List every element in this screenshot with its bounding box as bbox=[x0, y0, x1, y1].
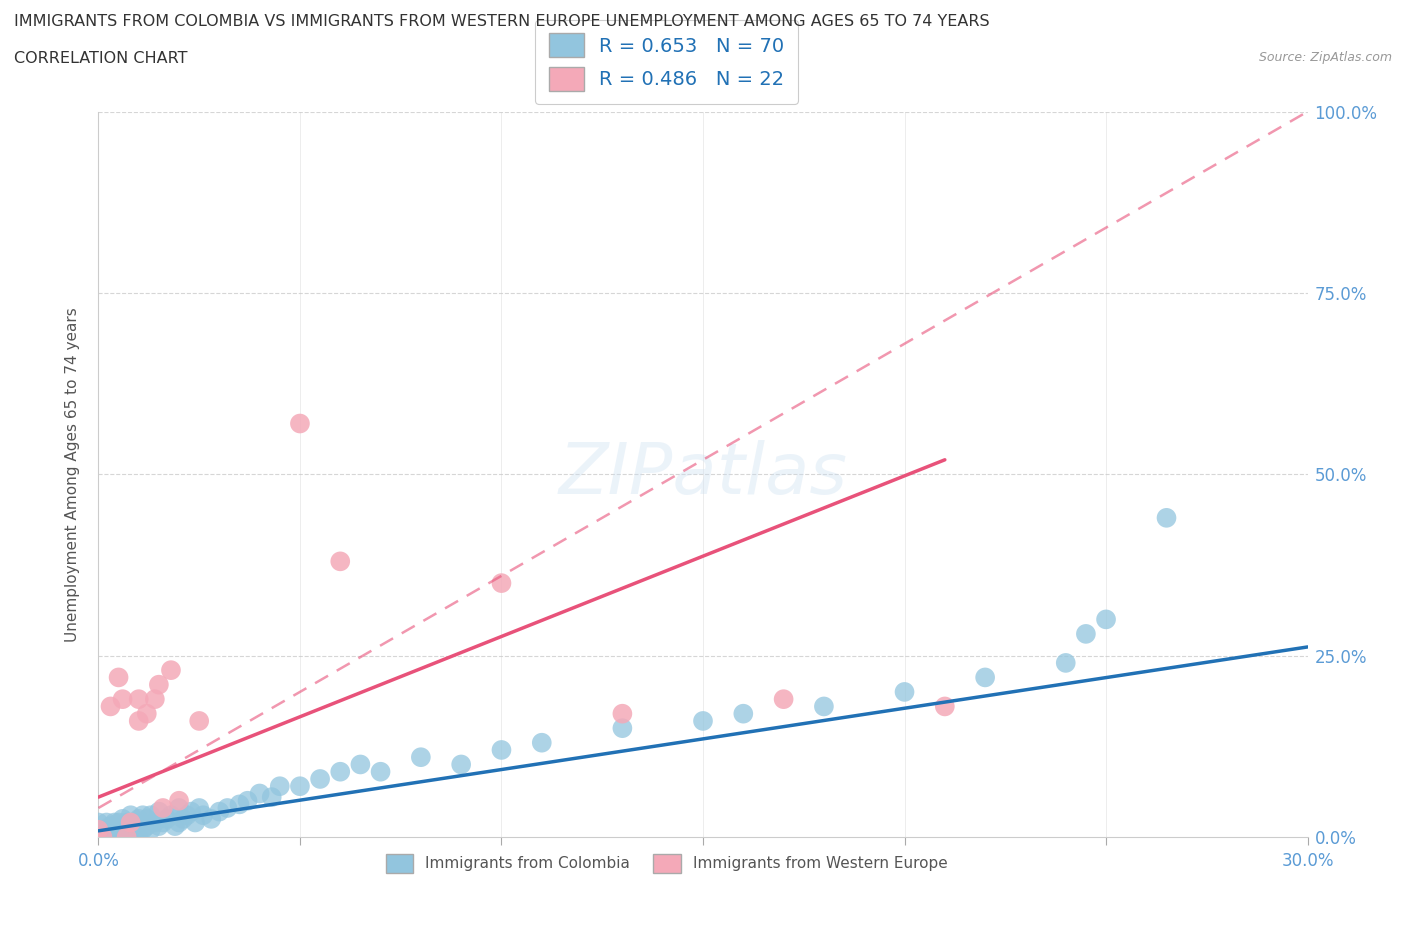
Point bbox=[87, 830, 110, 844]
Point bbox=[692, 713, 714, 728]
Point bbox=[450, 757, 472, 772]
Point bbox=[370, 764, 392, 779]
Point bbox=[772, 692, 794, 707]
Point bbox=[128, 692, 150, 707]
Text: IMMIGRANTS FROM COLOMBIA VS IMMIGRANTS FROM WESTERN EUROPE UNEMPLOYMENT AMONG AG: IMMIGRANTS FROM COLOMBIA VS IMMIGRANTS F… bbox=[14, 14, 990, 29]
Point bbox=[135, 811, 157, 827]
Point bbox=[269, 778, 291, 793]
Point bbox=[288, 416, 311, 431]
Point bbox=[530, 736, 553, 751]
Text: CORRELATION CHART: CORRELATION CHART bbox=[14, 51, 187, 66]
Point bbox=[120, 808, 142, 823]
Point bbox=[107, 815, 129, 830]
Point bbox=[217, 801, 239, 816]
Point bbox=[152, 801, 174, 816]
Y-axis label: Unemployment Among Ages 65 to 74 years: Unemployment Among Ages 65 to 74 years bbox=[65, 307, 80, 642]
Point bbox=[124, 815, 146, 830]
Point bbox=[172, 811, 194, 827]
Point bbox=[115, 830, 138, 844]
Point bbox=[139, 822, 162, 837]
Point bbox=[132, 822, 155, 837]
Point bbox=[115, 815, 138, 830]
Point bbox=[111, 822, 134, 837]
Point bbox=[91, 830, 114, 844]
Point bbox=[111, 692, 134, 707]
Point bbox=[111, 811, 134, 827]
Point bbox=[135, 818, 157, 833]
Point bbox=[103, 826, 125, 841]
Point bbox=[148, 677, 170, 692]
Point bbox=[612, 706, 634, 721]
Point bbox=[139, 808, 162, 823]
Point bbox=[128, 713, 150, 728]
Point bbox=[152, 815, 174, 830]
Point bbox=[193, 808, 215, 823]
Point bbox=[329, 554, 352, 569]
Point bbox=[974, 670, 997, 684]
Point bbox=[135, 706, 157, 721]
Point bbox=[208, 804, 231, 819]
Point bbox=[156, 811, 179, 827]
Point bbox=[107, 670, 129, 684]
Point bbox=[148, 818, 170, 833]
Point bbox=[409, 750, 432, 764]
Point bbox=[249, 786, 271, 801]
Point bbox=[167, 793, 190, 808]
Point bbox=[813, 699, 835, 714]
Point bbox=[96, 822, 118, 837]
Point bbox=[100, 818, 122, 833]
Point bbox=[160, 663, 183, 678]
Point bbox=[180, 804, 202, 819]
Point bbox=[132, 808, 155, 823]
Point bbox=[128, 811, 150, 827]
Point bbox=[288, 778, 311, 793]
Legend: Immigrants from Colombia, Immigrants from Western Europe: Immigrants from Colombia, Immigrants fro… bbox=[378, 846, 955, 880]
Point bbox=[1095, 612, 1118, 627]
Point bbox=[893, 684, 915, 699]
Point bbox=[87, 815, 110, 830]
Point bbox=[309, 772, 332, 787]
Point bbox=[124, 826, 146, 841]
Point bbox=[160, 808, 183, 823]
Point bbox=[491, 742, 513, 757]
Point bbox=[1074, 627, 1097, 642]
Point bbox=[329, 764, 352, 779]
Point bbox=[167, 801, 190, 816]
Point bbox=[236, 793, 259, 808]
Point bbox=[91, 822, 114, 837]
Point bbox=[87, 822, 110, 837]
Point bbox=[200, 811, 222, 827]
Point bbox=[176, 808, 198, 823]
Point bbox=[96, 815, 118, 830]
Point bbox=[934, 699, 956, 714]
Point bbox=[103, 815, 125, 830]
Point bbox=[491, 576, 513, 591]
Point bbox=[733, 706, 755, 721]
Point bbox=[184, 815, 207, 830]
Point bbox=[107, 830, 129, 844]
Point bbox=[143, 815, 166, 830]
Point bbox=[120, 822, 142, 837]
Point bbox=[148, 804, 170, 819]
Point bbox=[100, 699, 122, 714]
Point bbox=[120, 815, 142, 830]
Text: ZIPatlas: ZIPatlas bbox=[558, 440, 848, 509]
Point bbox=[1156, 511, 1178, 525]
Point bbox=[260, 790, 283, 804]
Point bbox=[143, 692, 166, 707]
Point bbox=[163, 818, 186, 833]
Point bbox=[228, 797, 250, 812]
Point bbox=[128, 830, 150, 844]
Point bbox=[100, 830, 122, 844]
Point bbox=[612, 721, 634, 736]
Text: Source: ZipAtlas.com: Source: ZipAtlas.com bbox=[1258, 51, 1392, 64]
Point bbox=[188, 713, 211, 728]
Point bbox=[91, 830, 114, 844]
Point bbox=[115, 826, 138, 841]
Point bbox=[349, 757, 371, 772]
Point bbox=[167, 815, 190, 830]
Point bbox=[188, 801, 211, 816]
Point bbox=[1054, 656, 1077, 671]
